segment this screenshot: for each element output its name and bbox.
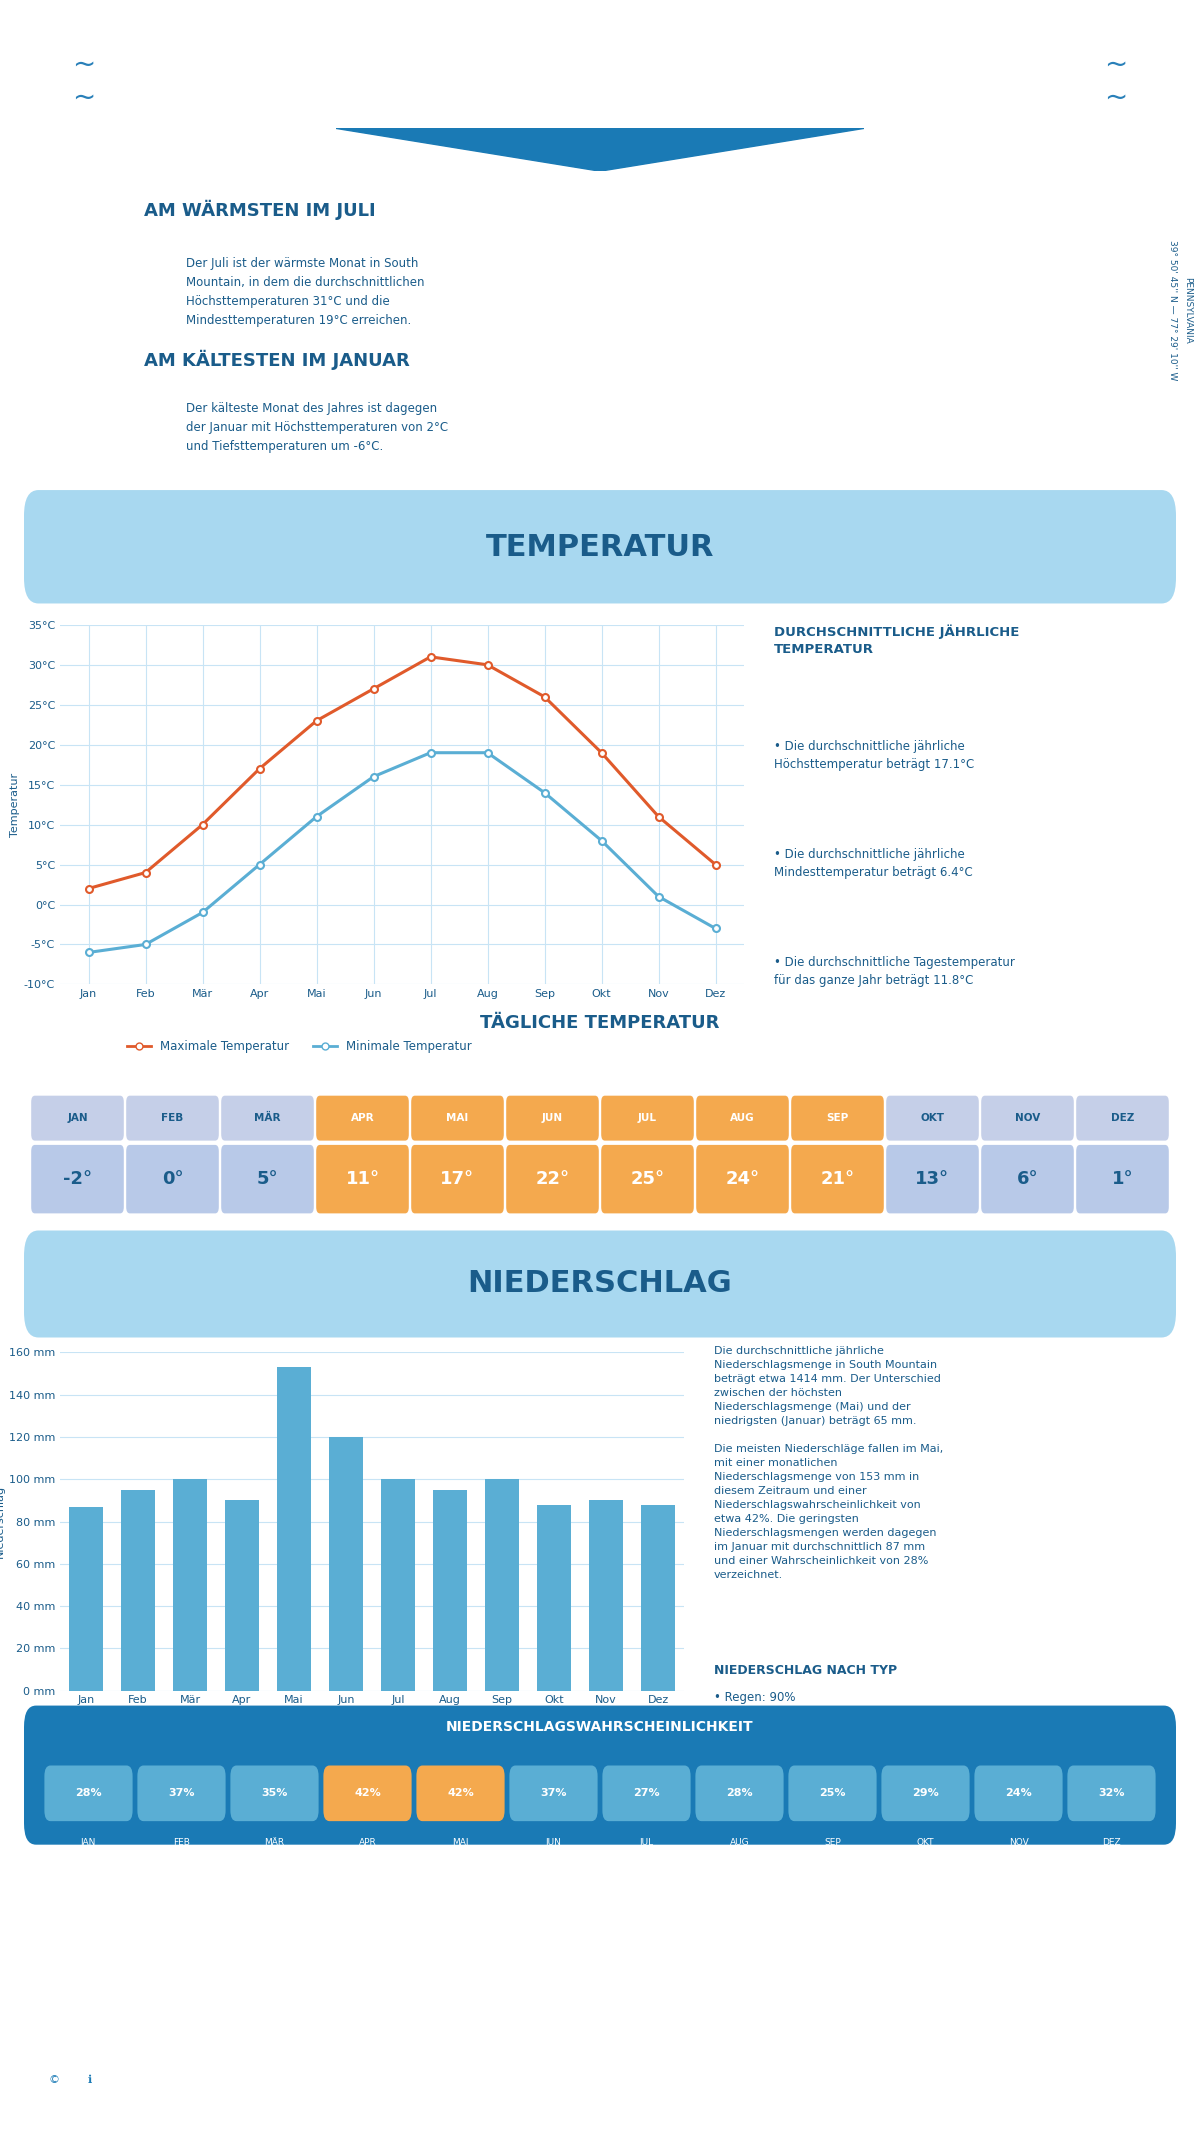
Text: 42%: 42% <box>354 1789 380 1798</box>
Text: 32%: 32% <box>1098 1789 1124 1798</box>
Text: APR: APR <box>350 1113 374 1124</box>
Text: JUN: JUN <box>546 1838 562 1847</box>
Text: MAI: MAI <box>446 1113 469 1124</box>
Text: SEP: SEP <box>824 1838 841 1847</box>
Text: 25%: 25% <box>820 1789 846 1798</box>
Text: NIEDERSCHLAGSWAHRSCHEINLICHKEIT: NIEDERSCHLAGSWAHRSCHEINLICHKEIT <box>446 1721 754 1733</box>
Bar <box>329 1438 362 1691</box>
Text: 21°: 21° <box>821 1171 854 1188</box>
Bar <box>433 1489 467 1691</box>
Bar <box>382 1479 415 1691</box>
Text: JUL: JUL <box>638 1113 658 1124</box>
Bar <box>485 1479 518 1691</box>
Text: APR: APR <box>359 1838 377 1847</box>
Text: 25°: 25° <box>630 1171 665 1188</box>
Text: OKT: OKT <box>920 1113 944 1124</box>
Text: 22°: 22° <box>535 1171 570 1188</box>
Text: • Die durchschnittliche jährliche
Mindesttemperatur beträgt 6.4°C: • Die durchschnittliche jährliche Mindes… <box>774 847 973 880</box>
Text: -2°: -2° <box>62 1171 92 1188</box>
Text: CC BY-ND 4.0: CC BY-ND 4.0 <box>174 2074 258 2086</box>
Text: 24%: 24% <box>1006 1789 1032 1798</box>
Text: 37%: 37% <box>540 1789 566 1798</box>
Bar <box>277 1367 311 1691</box>
Text: 39° 50' 45'' N — 77° 29' 10'' W: 39° 50' 45'' N — 77° 29' 10'' W <box>1168 240 1177 381</box>
Text: 0°: 0° <box>162 1171 184 1188</box>
Text: DEZ: DEZ <box>1111 1113 1134 1124</box>
Text: OKT: OKT <box>917 1838 935 1847</box>
Text: FEB: FEB <box>173 1838 190 1847</box>
Text: 37%: 37% <box>168 1789 194 1798</box>
Text: 42%: 42% <box>448 1789 474 1798</box>
Text: NOV: NOV <box>1015 1113 1040 1124</box>
Text: JUN: JUN <box>542 1113 563 1124</box>
Text: DURCHSCHNITTLICHE JÄHRLICHE
TEMPERATUR: DURCHSCHNITTLICHE JÄHRLICHE TEMPERATUR <box>774 625 1019 657</box>
Text: ~
~: ~ ~ <box>72 51 96 111</box>
Text: ℹ: ℹ <box>88 2076 92 2084</box>
Text: VEREINIGTE STAATEN VON AMERIKA: VEREINIGTE STAATEN VON AMERIKA <box>487 109 713 122</box>
Y-axis label: Niederschlag: Niederschlag <box>0 1485 5 1558</box>
Text: JAN: JAN <box>67 1113 88 1124</box>
Text: JAN: JAN <box>80 1838 96 1847</box>
Bar <box>173 1479 206 1691</box>
Text: NIEDERSCHLAG: NIEDERSCHLAG <box>468 1269 732 1299</box>
Text: SEP: SEP <box>827 1113 848 1124</box>
Text: Die durchschnittliche jährliche
Niederschlagsmenge in South Mountain
beträgt etw: Die durchschnittliche jährliche Niedersc… <box>714 1346 943 1579</box>
Legend: Niederschlagssumme: Niederschlagssumme <box>131 1738 301 1759</box>
Bar <box>121 1489 155 1691</box>
Text: 35%: 35% <box>262 1789 288 1798</box>
Bar <box>641 1504 674 1691</box>
Text: PENNSYLVANIA: PENNSYLVANIA <box>1183 276 1193 345</box>
Text: Der kälteste Monat des Jahres ist dagegen
der Januar mit Höchsttemperaturen von : Der kälteste Monat des Jahres ist dagege… <box>186 402 448 454</box>
Text: AUG: AUG <box>730 1838 749 1847</box>
Text: AM WÄRMSTEN IM JULI: AM WÄRMSTEN IM JULI <box>144 199 376 220</box>
Text: ~
~: ~ ~ <box>1104 51 1128 111</box>
Text: 28%: 28% <box>726 1789 752 1798</box>
Text: TÄGLICHE TEMPERATUR: TÄGLICHE TEMPERATUR <box>480 1014 720 1031</box>
Text: 29%: 29% <box>912 1789 938 1798</box>
Text: 24°: 24° <box>726 1171 760 1188</box>
Text: JUL: JUL <box>640 1838 654 1847</box>
Text: 5°: 5° <box>257 1171 278 1188</box>
Text: 28%: 28% <box>76 1789 102 1798</box>
Text: • Regen: 90%: • Regen: 90% <box>714 1691 796 1703</box>
Text: FEB: FEB <box>161 1113 184 1124</box>
Text: • Schnee: 10%: • Schnee: 10% <box>714 1718 802 1733</box>
Text: • Die durchschnittliche jährliche
Höchsttemperatur beträgt 17.1°C: • Die durchschnittliche jährliche Höchst… <box>774 740 974 770</box>
Text: MAI: MAI <box>452 1838 469 1847</box>
Text: NOV: NOV <box>1009 1838 1028 1847</box>
Text: MÄR: MÄR <box>254 1113 281 1124</box>
Text: 1°: 1° <box>1111 1171 1133 1188</box>
Text: DEZ: DEZ <box>1102 1838 1121 1847</box>
Legend: Maximale Temperatur, Minimale Temperatur: Maximale Temperatur, Minimale Temperatur <box>122 1036 476 1057</box>
Text: TEMPERATUR: TEMPERATUR <box>486 533 714 563</box>
Text: AM KÄLTESTEN IM JANUAR: AM KÄLTESTEN IM JANUAR <box>144 349 409 370</box>
Text: 17°: 17° <box>440 1171 474 1188</box>
Text: NIEDERSCHLAG NACH TYP: NIEDERSCHLAG NACH TYP <box>714 1665 898 1678</box>
Bar <box>226 1500 259 1691</box>
Text: SOUTH MOUNTAIN: SOUTH MOUNTAIN <box>370 58 830 101</box>
Text: 27%: 27% <box>634 1789 660 1798</box>
Text: ©: © <box>48 2076 60 2084</box>
Text: Der Juli ist der wärmste Monat in South
Mountain, in dem die durchschnittlichen
: Der Juli ist der wärmste Monat in South … <box>186 257 425 327</box>
Text: MÄR: MÄR <box>264 1838 284 1847</box>
Polygon shape <box>336 128 864 171</box>
Bar <box>589 1500 623 1691</box>
Bar <box>538 1504 571 1691</box>
Text: AUG: AUG <box>730 1113 755 1124</box>
Text: 11°: 11° <box>346 1171 379 1188</box>
Text: METEOATLAS.DE: METEOATLAS.DE <box>973 2072 1139 2089</box>
Text: • Die durchschnittliche Tagestemperatur
für das ganze Jahr beträgt 11.8°C: • Die durchschnittliche Tagestemperatur … <box>774 957 1015 987</box>
Text: 13°: 13° <box>916 1171 949 1188</box>
Text: 6°: 6° <box>1016 1171 1038 1188</box>
Bar <box>70 1507 103 1691</box>
Y-axis label: Temperatur: Temperatur <box>10 773 19 837</box>
